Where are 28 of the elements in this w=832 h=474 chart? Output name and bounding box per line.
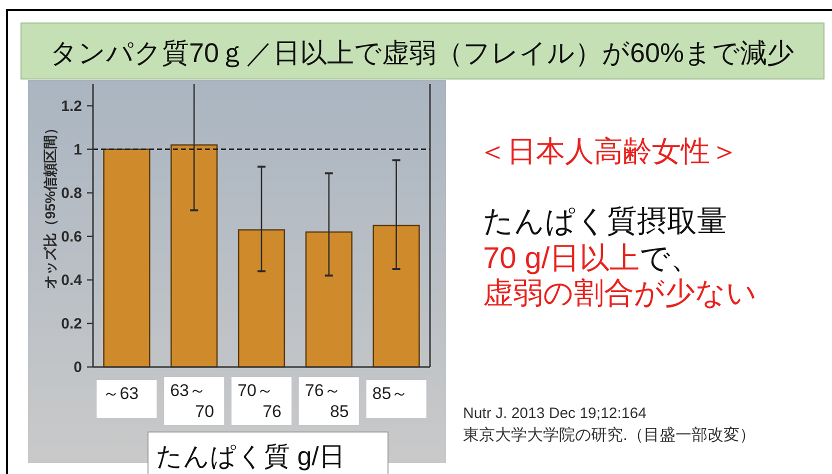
category-label: ～63: [96, 380, 157, 418]
y-tick-label: 0.2: [61, 315, 82, 332]
x-tick-label: 85～: [372, 384, 408, 403]
y-axis-title: オッズ比（95%信頼区間）: [42, 120, 58, 290]
text: たんぱく質摂取量: [483, 205, 727, 238]
x-tick-label: 70～ 76: [238, 381, 282, 421]
x-tick-label: 76～ 85: [304, 381, 349, 421]
x-tick-label: ～63: [102, 384, 139, 403]
text: ＜日本人高齢女性＞: [478, 136, 739, 168]
category-label: 76～ 85: [298, 377, 359, 425]
category-label: 85～: [366, 380, 426, 418]
y-tick-label: 0.8: [61, 184, 82, 202]
x-tick-label: 63～ 70: [170, 381, 214, 421]
x-axis-title: たんぱく質 g/日: [156, 441, 345, 471]
text: Nutr J. 2013 Dec 19;12:164: [463, 405, 646, 422]
text: で、: [640, 242, 701, 275]
category-label: 63～ 70: [164, 377, 224, 425]
xlabel: たんぱく質 g/日: [148, 432, 388, 474]
chart-title: タンパク質70ｇ／日以上で虚弱（フレイル）が60%まで減少: [50, 38, 794, 68]
y-tick-label: 0.4: [61, 272, 83, 289]
y-tick-label: 0: [74, 359, 82, 376]
text: 東京大学大学院の研究.（目盛一部改変）: [463, 426, 756, 444]
y-tick-label: 0.6: [61, 228, 82, 246]
y-tick-label: 1: [74, 141, 82, 158]
text: 70 g/日以上: [483, 242, 640, 275]
category-label: 70～ 76: [232, 377, 292, 425]
y-tick-label: 1.2: [61, 98, 82, 115]
text: 虚弱の割合が少ない: [483, 277, 757, 310]
